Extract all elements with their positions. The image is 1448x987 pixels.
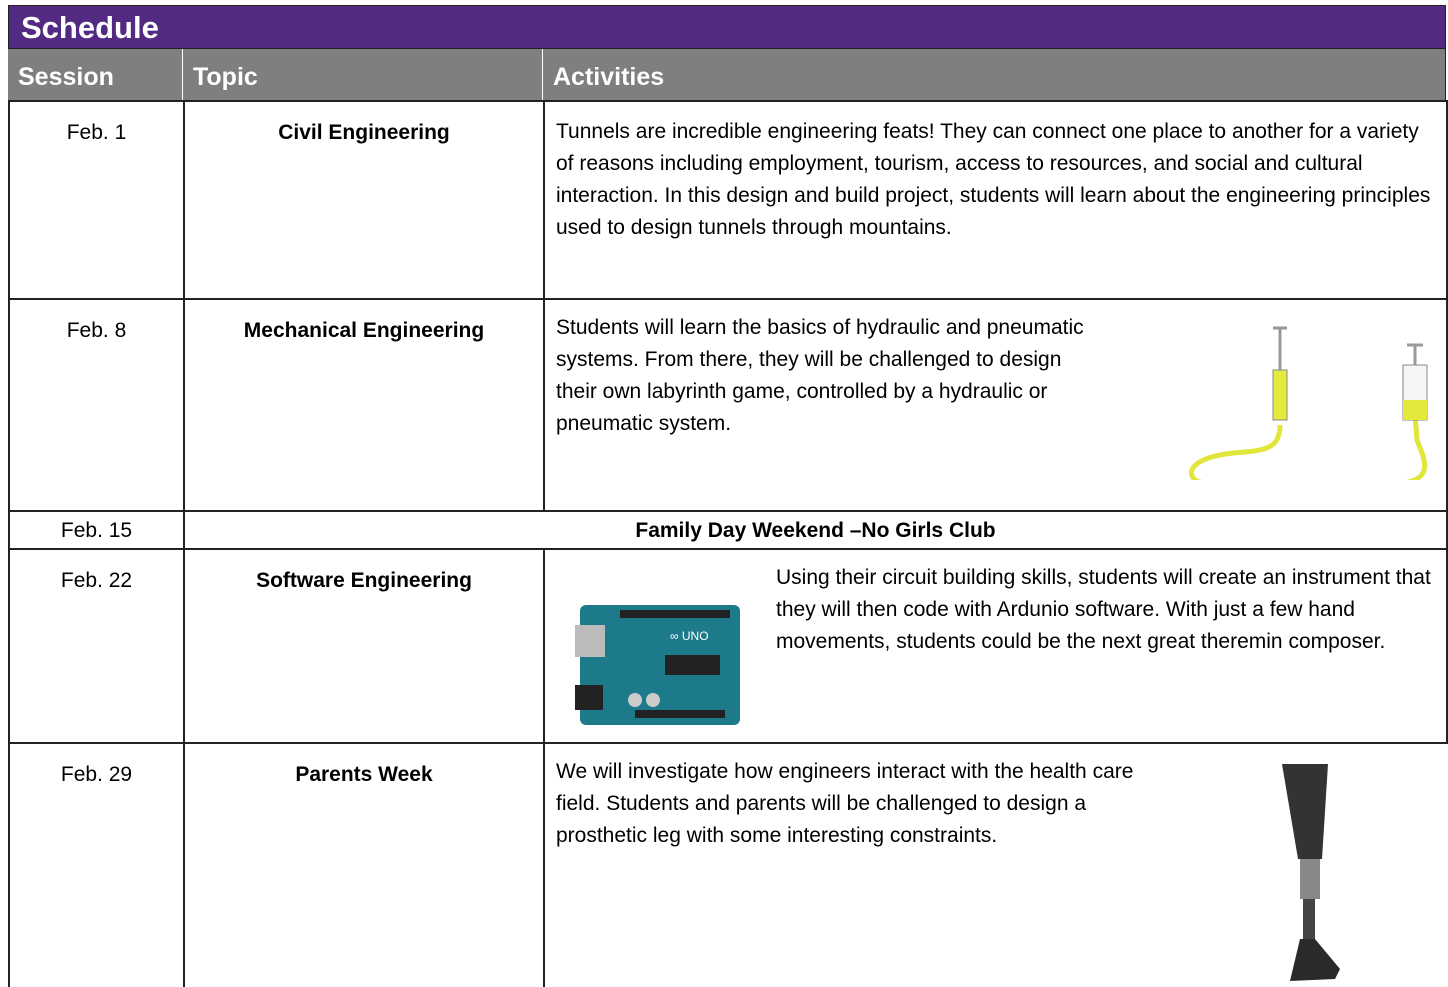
session-cell: Feb. 8 bbox=[8, 298, 183, 510]
column-header: Activities bbox=[543, 49, 1446, 100]
activity-cell: Students will learn the basics of hydrau… bbox=[543, 298, 1448, 510]
column-header: Session bbox=[8, 49, 183, 100]
column-header: Topic bbox=[183, 49, 543, 100]
syringe-illustration bbox=[1189, 326, 1428, 480]
topic-cell: Software Engineering bbox=[183, 548, 543, 742]
session-cell: Feb. 22 bbox=[8, 548, 183, 742]
title-bar: Schedule bbox=[8, 5, 1446, 49]
svg-text:∞ UNO: ∞ UNO bbox=[670, 629, 709, 643]
topic-cell: Parents Week bbox=[183, 742, 543, 987]
activity-cell: Tunnels are incredible engineering feats… bbox=[543, 100, 1448, 298]
arduino-illustration: ∞ UNO bbox=[575, 605, 740, 725]
note-cell: Family Day Weekend –No Girls Club bbox=[183, 510, 1448, 548]
session-cell: Feb. 29 bbox=[8, 742, 183, 987]
activity-text: Students will learn the basics of hydrau… bbox=[556, 316, 1084, 435]
activity-text: Using their circuit building skills, stu… bbox=[776, 566, 1431, 653]
session-cell: Feb. 1 bbox=[8, 100, 183, 298]
topic-cell: Mechanical Engineering bbox=[183, 298, 543, 510]
activity-cell: ∞ UNO Using their circuit building skill… bbox=[543, 548, 1448, 742]
activity-cell: We will investigate how engineers intera… bbox=[543, 742, 1448, 987]
prosthetic-illustration bbox=[1282, 764, 1340, 981]
activity-text: We will investigate how engineers intera… bbox=[556, 760, 1134, 847]
session-cell: Feb. 15 bbox=[8, 510, 183, 548]
topic-cell: Civil Engineering bbox=[183, 100, 543, 298]
